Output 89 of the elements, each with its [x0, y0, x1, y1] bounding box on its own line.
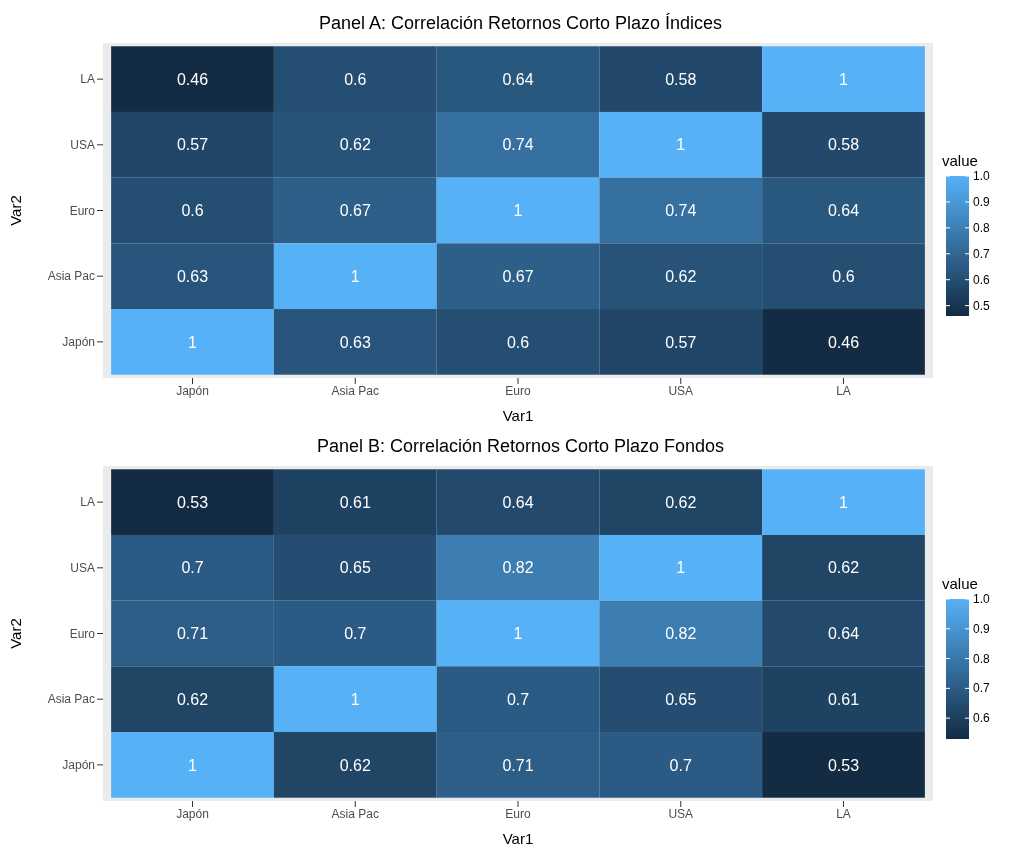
data-label: 0.63 — [339, 333, 371, 351]
x-tick-label: Japón — [176, 806, 209, 821]
data-label: 0.6 — [181, 202, 204, 220]
y-tick-label: Japón — [62, 758, 95, 773]
data-label: 0.6 — [344, 70, 367, 88]
data-label: 0.82 — [502, 559, 534, 577]
color-bar-label: 0.6 — [973, 711, 991, 726]
data-label: 1 — [839, 70, 849, 88]
data-label: 1 — [188, 756, 198, 774]
data-label: 0.46 — [176, 70, 209, 88]
data-label: 0.74 — [502, 136, 534, 154]
data-label: 1 — [676, 559, 686, 577]
data-label: 0.82 — [665, 625, 697, 643]
data-label: 0.74 — [665, 202, 697, 220]
data-label: 0.6 — [506, 333, 530, 351]
x-tick-label: Euro — [505, 383, 531, 398]
color-bar-title: value — [942, 152, 978, 169]
data-label: 0.64 — [502, 493, 534, 511]
y-tick-label: Euro — [69, 626, 96, 641]
x-axis-title: Var1 — [502, 830, 534, 847]
data-label: 0.62 — [827, 559, 860, 577]
data-label: 0.62 — [176, 690, 209, 708]
x-tick-label: LA — [836, 806, 851, 821]
x-tick-label: USA — [668, 806, 694, 821]
y-tick-label: USA — [70, 561, 95, 576]
data-label: 0.7 — [506, 690, 530, 708]
data-label: 0.65 — [665, 690, 697, 708]
data-label: 0.71 — [502, 756, 534, 774]
data-label: 0.65 — [339, 559, 371, 577]
data-label: 0.6 — [832, 267, 855, 285]
x-tick-label: USA — [668, 383, 694, 398]
color-bar-label: 0.9 — [973, 194, 991, 209]
data-label: 0.57 — [176, 136, 209, 154]
data-label: 0.62 — [339, 756, 371, 774]
data-label: 0.63 — [176, 267, 209, 285]
y-tick-label: LA — [80, 495, 95, 510]
data-label: 0.64 — [827, 202, 860, 220]
data-label: 0.61 — [827, 690, 860, 708]
data-label: 0.58 — [827, 136, 860, 154]
data-label: 0.53 — [176, 493, 209, 511]
data-label: 0.64 — [827, 625, 860, 643]
data-label: 0.58 — [665, 70, 697, 88]
x-tick-label: Asia Pac — [331, 806, 379, 821]
data-label: 1 — [350, 267, 360, 285]
y-tick-label: Japón — [62, 335, 95, 350]
data-label: 0.7 — [344, 625, 367, 643]
data-label: 1 — [350, 690, 360, 708]
data-label: 0.46 — [827, 333, 860, 351]
data-label: 1 — [676, 136, 686, 154]
chart-title: Panel B: Correlación Retornos Corto Plazo Fondos — [315, 435, 726, 458]
data-label: 0.57 — [665, 333, 697, 351]
color-bar-label: 0.6 — [973, 272, 991, 287]
data-label: 0.62 — [665, 493, 697, 511]
data-label: 1 — [188, 333, 198, 351]
color-bar-label: 1.0 — [973, 169, 991, 183]
y-axis-title: Var2 — [7, 618, 25, 649]
color-bar-label: 0.5 — [973, 298, 991, 313]
x-tick-label: LA — [836, 383, 851, 398]
x-tick-label: Japón — [176, 383, 209, 398]
data-label: 0.7 — [181, 559, 204, 577]
color-bar-label: 0.7 — [973, 681, 991, 696]
y-tick-label: Euro — [69, 203, 96, 218]
data-label: 0.7 — [669, 756, 692, 774]
data-label: 0.62 — [339, 136, 371, 154]
chart-title: Panel A: Correlación Retornos Corto Plazo Índices — [317, 12, 724, 35]
color-bar-label: 0.8 — [973, 651, 991, 666]
data-label: 1 — [839, 493, 849, 511]
data-label: 0.61 — [339, 493, 371, 511]
x-axis-title: Var1 — [502, 407, 534, 424]
data-label: 0.67 — [339, 202, 371, 220]
y-tick-label: Asia Pac — [47, 269, 95, 284]
color-bar-label: 0.8 — [973, 220, 991, 235]
color-bar-title: value — [942, 575, 978, 592]
data-label: 0.62 — [665, 267, 697, 285]
y-tick-label: USA — [70, 138, 95, 153]
y-tick-label: Asia Pac — [47, 692, 95, 707]
color-bar-label: 1.0 — [973, 592, 991, 606]
data-label: 1 — [513, 625, 523, 643]
data-label: 0.64 — [502, 70, 534, 88]
data-label: 0.71 — [176, 625, 209, 643]
y-tick-label: LA — [80, 72, 95, 87]
x-tick-label: Asia Pac — [331, 383, 379, 398]
color-bar-label: 0.7 — [973, 246, 991, 261]
data-label: 0.67 — [502, 267, 534, 285]
x-tick-label: Euro — [505, 806, 531, 821]
color-bar-label: 0.9 — [973, 621, 991, 636]
y-axis-title: Var2 — [7, 195, 25, 226]
data-label: 1 — [513, 202, 523, 220]
data-label: 0.53 — [827, 756, 860, 774]
